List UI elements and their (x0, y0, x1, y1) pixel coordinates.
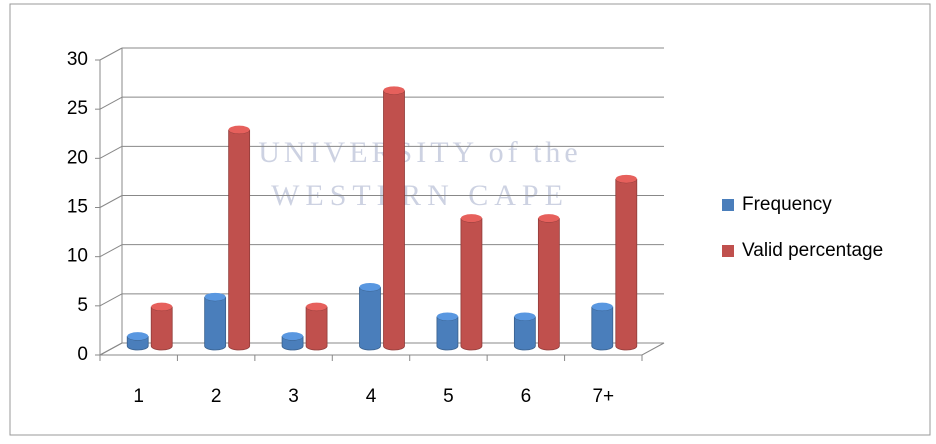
bar (513, 312, 536, 351)
grid-line (99, 145, 123, 159)
bar-body (537, 218, 560, 351)
y-tick-label: 0 (77, 344, 88, 365)
x-tick-label: 1 (133, 386, 144, 407)
x-tick-label: 2 (211, 386, 222, 407)
x-tick-label: 7+ (592, 386, 614, 407)
bar-body (204, 296, 227, 351)
watermark: UNIVERSITY of the (258, 136, 582, 169)
bar (281, 332, 304, 351)
bar-body (591, 306, 614, 351)
bar-top (204, 292, 226, 301)
bar-top (436, 312, 458, 321)
grid-line (99, 47, 123, 61)
bar (591, 302, 614, 351)
bar (204, 292, 227, 351)
bar-body (460, 218, 483, 351)
grid-line (99, 293, 123, 307)
bar-top (591, 302, 613, 311)
bar-body (150, 306, 173, 351)
legend-label: Valid percentage (742, 240, 883, 261)
y-tick-label: 15 (67, 197, 88, 218)
grid-line (99, 342, 123, 356)
bar-top (460, 214, 482, 223)
y-tick-label: 10 (67, 246, 88, 267)
x-tick-label: 6 (521, 386, 532, 407)
bar-top (127, 332, 149, 341)
bar-body (359, 286, 381, 351)
x-tick-label: 3 (288, 386, 299, 407)
bar-top (538, 214, 560, 223)
y-tick-label: 25 (67, 98, 88, 119)
legend-swatch (722, 199, 734, 211)
bar-body (228, 129, 251, 351)
bar (305, 302, 328, 351)
bar (126, 332, 149, 351)
y-tick-label: 5 (77, 295, 88, 316)
grid-line (99, 244, 123, 258)
bar-top (306, 302, 328, 311)
bar-top (228, 125, 250, 134)
bar-top (359, 283, 381, 291)
bar (615, 174, 638, 351)
bar (150, 302, 173, 351)
bar-top (514, 312, 536, 321)
bar-body (436, 316, 459, 351)
x-tick-label: 4 (366, 386, 377, 407)
bar-top (282, 332, 304, 341)
bar-body (615, 178, 638, 351)
bar-top (383, 86, 405, 95)
x-tick-label: 5 (443, 386, 454, 407)
bar (537, 214, 560, 351)
y-tick-label: 20 (67, 147, 88, 168)
legend-label: Frequency (742, 194, 832, 215)
bar-body (383, 90, 405, 351)
bar (228, 125, 251, 351)
legend-swatch (722, 245, 734, 257)
bar (383, 86, 405, 351)
grid-line (99, 195, 123, 208)
bar-body (513, 316, 536, 351)
bar (460, 214, 483, 351)
bar-top (151, 302, 173, 311)
grid-line (99, 96, 123, 110)
bar (436, 312, 459, 351)
bar (359, 283, 381, 351)
y-tick-label: 30 (67, 49, 88, 70)
bar-body (305, 306, 328, 351)
bar-top (615, 174, 637, 183)
